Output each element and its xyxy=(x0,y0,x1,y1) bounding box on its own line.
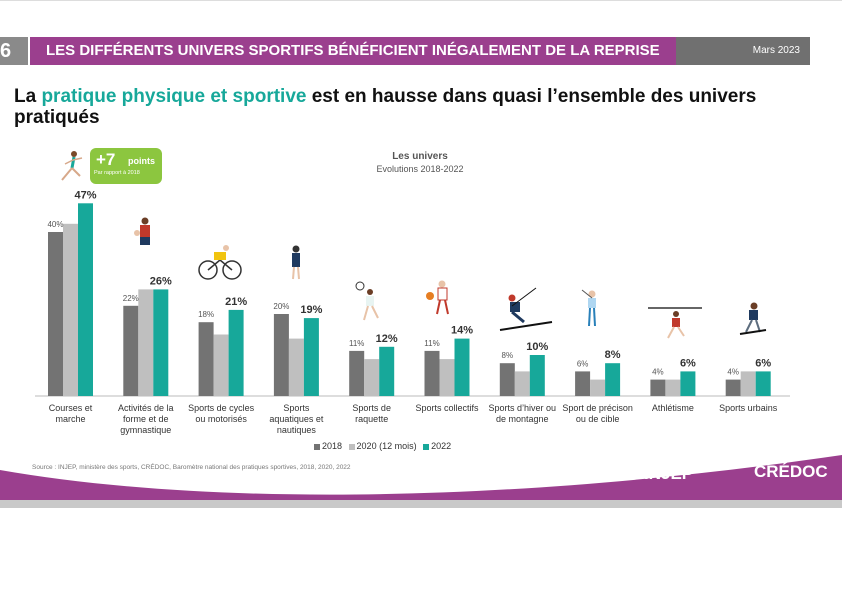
runner-icon xyxy=(61,151,83,181)
badge-unit: points xyxy=(128,156,155,166)
data-label-2022-8: 6% xyxy=(680,357,696,369)
category-label-2: Sports de cycles ou motorisés xyxy=(188,403,255,424)
bar-2022-2 xyxy=(228,309,244,396)
category-label-1: Activités de la forme et de gymnastique xyxy=(118,403,174,435)
bar-2018-5 xyxy=(424,350,440,396)
javelin-icon xyxy=(648,307,702,339)
headline: La pratique physique et sportive est en … xyxy=(14,86,774,128)
tennis-icon xyxy=(355,281,379,321)
bar-2020-6 xyxy=(514,371,530,396)
data-label-2022-6: 10% xyxy=(526,341,548,353)
bar-2022-6 xyxy=(529,355,545,396)
bar-2018-2 xyxy=(198,322,214,396)
bar-2020-1 xyxy=(138,289,154,396)
bar-2018-4 xyxy=(349,350,365,396)
data-label-2018-8: 4% xyxy=(652,368,664,377)
bar-2018-8 xyxy=(650,379,666,396)
data-label-2022-7: 8% xyxy=(605,349,621,361)
category-label-5: Sports collectifs xyxy=(415,403,479,413)
top-rule xyxy=(0,0,842,5)
bar-2018-7 xyxy=(575,371,591,396)
data-label-2018-4: 11% xyxy=(349,339,364,348)
legend-swatch-2020 xyxy=(348,443,355,450)
data-label-2022-1: 26% xyxy=(150,275,172,287)
bar-2020-5 xyxy=(439,359,455,396)
chart-title: Les univers xyxy=(392,151,448,162)
bars-layer: 40% 47% Courses et marche 22% 26% Activités de… xyxy=(35,189,790,435)
headline-part1: La xyxy=(14,86,42,107)
bar-2022-4 xyxy=(379,346,395,396)
legend-label-2018: 2018 xyxy=(322,441,343,451)
data-label-2018-6: 8% xyxy=(502,351,514,360)
bar-2020-9 xyxy=(740,371,756,396)
data-label-2018-3: 20% xyxy=(273,302,289,311)
data-label-2022-9: 6% xyxy=(755,357,771,369)
golfer-icon xyxy=(581,289,596,327)
bar-2020-0 xyxy=(63,223,78,396)
data-label-2022-5: 14% xyxy=(451,325,473,337)
data-label-2018-7: 6% xyxy=(577,359,589,368)
headline-highlight: pratique physique et sportive xyxy=(41,86,307,107)
gym-icon xyxy=(134,217,150,245)
bar-2020-7 xyxy=(590,379,606,396)
category-label-4: Sports de raquette xyxy=(352,403,391,424)
bar-2022-0 xyxy=(78,203,93,396)
legend-swatch-2022 xyxy=(423,443,430,450)
badge-value: +7 xyxy=(96,150,116,169)
basketball-icon xyxy=(426,280,449,315)
bar-2022-3 xyxy=(303,318,319,396)
data-label-2022-3: 19% xyxy=(300,304,322,316)
bar-2022-5 xyxy=(454,338,470,396)
bar-2022-8 xyxy=(680,371,696,396)
chart-subtitle: Evolutions 2018-2022 xyxy=(376,164,464,174)
legend-swatch-2018 xyxy=(314,443,320,450)
data-label-2022-2: 21% xyxy=(225,296,247,308)
bar-2018-9 xyxy=(725,379,741,396)
data-label-2022-4: 12% xyxy=(376,333,398,345)
data-label-2022-0: 47% xyxy=(74,189,96,201)
category-label-3: Sports aquatiques et nautiques xyxy=(269,403,324,435)
category-label-6: Sports d’hiver ou de montagne xyxy=(489,403,557,424)
category-label-9: Sports urbains xyxy=(719,403,778,413)
bar-2018-0 xyxy=(48,232,63,396)
points-badge: +7 points Par rapport à 2018 xyxy=(90,148,162,184)
bar-2022-9 xyxy=(755,371,771,396)
data-label-2018-5: 11% xyxy=(424,339,439,348)
legend-label-2022: 2022 xyxy=(431,441,452,451)
skier-icon xyxy=(499,287,553,331)
credoc-logo: CRÉDOC xyxy=(754,462,828,481)
page-title: LES DIFFÉRENTS UNIVERS SPORTIFS BÉNÉFICI… xyxy=(30,37,676,65)
bar-2018-6 xyxy=(499,363,515,396)
data-label-2018-9: 4% xyxy=(727,368,739,377)
category-label-7: Sport de précison ou de cible xyxy=(562,403,633,424)
bar-2020-3 xyxy=(288,338,304,396)
category-label-8: Athlétisme xyxy=(652,403,694,413)
bar-2020-2 xyxy=(213,334,229,396)
bar-2020-4 xyxy=(364,359,380,396)
source-note: Source : INJEP, ministère des sports, CR… xyxy=(32,464,351,471)
data-label-2018-0: 40% xyxy=(47,220,63,229)
date-label: Mars 2023 xyxy=(676,37,810,65)
headline-part2: est en hausse dans quasi l’ensemble des … xyxy=(14,86,757,128)
swimmer-icon xyxy=(292,245,300,280)
data-label-2018-2: 18% xyxy=(198,310,214,319)
injep-logo: INJEP xyxy=(644,464,694,483)
badge-reference: Par rapport à 2018 xyxy=(94,170,140,176)
bar-2022-7 xyxy=(605,363,621,396)
legend: 2018 2020 (12 mois) 2022 xyxy=(310,441,451,451)
bar-2018-3 xyxy=(273,314,289,396)
page-number: 6 xyxy=(0,37,28,65)
data-label-2018-1: 22% xyxy=(123,294,139,303)
bar-2022-1 xyxy=(153,289,169,396)
legend-label-2020: 2020 (12 mois) xyxy=(356,441,417,451)
skateboarder-icon xyxy=(739,302,767,335)
category-label-0: Courses et marche xyxy=(49,403,93,424)
cyclist-icon xyxy=(198,245,242,280)
bar-2018-1 xyxy=(123,305,139,396)
bar-2020-8 xyxy=(665,379,681,396)
